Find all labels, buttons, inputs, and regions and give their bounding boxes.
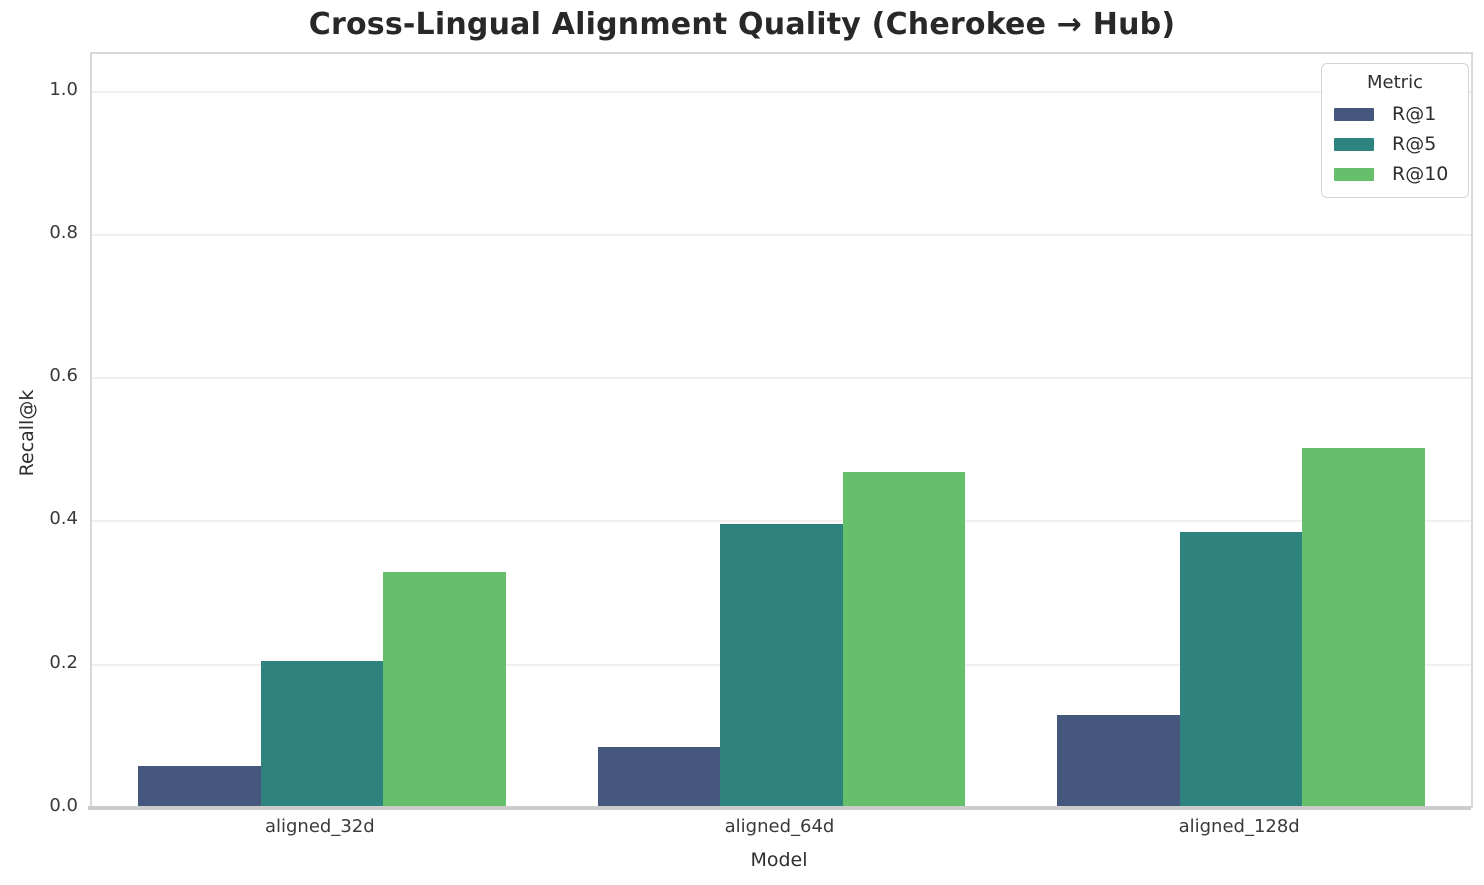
- y-tick-label: 0.8: [49, 221, 78, 243]
- legend-label: R@10: [1392, 163, 1449, 185]
- legend-label: R@1: [1392, 103, 1437, 125]
- legend-item-R@10: R@10: [1322, 159, 1468, 189]
- legend: Metric R@1 R@5 R@10: [1321, 63, 1469, 198]
- bar-aligned_32d-R@10: [383, 571, 506, 808]
- x-axis-label: Model: [750, 849, 808, 871]
- legend-swatch-icon: [1334, 167, 1374, 181]
- gridline: [92, 90, 1471, 93]
- y-axis-label: Recall@k: [16, 389, 38, 477]
- y-tick-label: 0.6: [49, 365, 78, 387]
- bar-aligned_64d-R@5: [720, 524, 843, 808]
- legend-swatch-icon: [1334, 107, 1374, 121]
- legend-item-R@1: R@1: [1322, 99, 1468, 129]
- bar-aligned_32d-R@1: [137, 766, 261, 808]
- x-tick-label: aligned_64d: [724, 816, 835, 837]
- plot-area: Metric R@1 R@5 R@10: [90, 52, 1473, 809]
- gridline: [92, 233, 1471, 236]
- x-tick-label: aligned_128d: [1178, 816, 1300, 837]
- bar-aligned_64d-R@10: [842, 471, 966, 808]
- x-tick-label: aligned_32d: [264, 816, 375, 837]
- bar-aligned_128d-R@10: [1302, 448, 1426, 808]
- legend-swatch-icon: [1334, 137, 1374, 151]
- legend-label: R@5: [1392, 133, 1437, 155]
- bar-aligned_64d-R@1: [597, 747, 721, 808]
- legend-item-R@5: R@5: [1322, 129, 1468, 159]
- y-tick-label: 0.0: [49, 795, 78, 816]
- gridline: [92, 377, 1471, 380]
- y-tick-label: 1.0: [49, 78, 78, 100]
- x-axis-line: [88, 806, 1471, 810]
- bar-aligned_32d-R@5: [260, 661, 384, 808]
- gridline: [92, 520, 1471, 523]
- y-tick-label: 0.4: [49, 508, 78, 530]
- legend-title: Metric: [1367, 72, 1423, 93]
- y-tick-label: 0.2: [49, 651, 78, 673]
- bar-aligned_128d-R@5: [1179, 532, 1303, 808]
- chart-title: Cross-Lingual Alignment Quality (Cheroke…: [308, 7, 1176, 42]
- bar-aligned_128d-R@1: [1057, 714, 1180, 808]
